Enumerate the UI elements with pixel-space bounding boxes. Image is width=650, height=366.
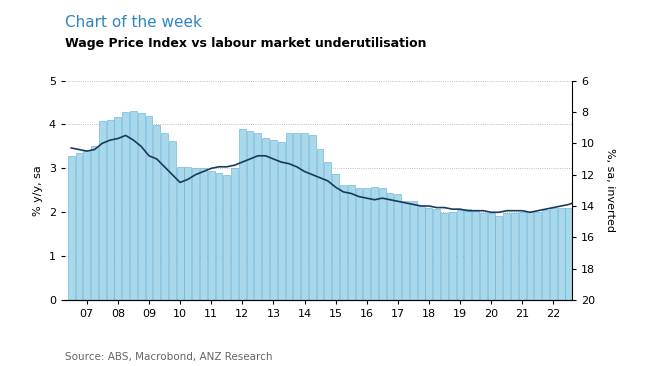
Bar [107,120,114,300]
Bar [636,195,642,300]
Bar [254,133,261,300]
Bar [301,133,308,300]
Bar [495,216,502,300]
Bar [511,213,518,300]
Bar [138,113,145,300]
Bar [472,212,479,300]
Bar [503,213,510,300]
Y-axis label: % y/y, sa: % y/y, sa [33,165,44,216]
Text: Wage Price Index vs labour market underutilisation: Wage Price Index vs labour market underu… [65,37,426,50]
Bar [426,208,432,300]
Bar [526,212,534,300]
Bar [317,149,324,300]
Text: Chart of the week: Chart of the week [65,15,202,30]
Bar [200,168,207,300]
Bar [589,191,595,300]
Bar [395,194,401,300]
Bar [379,188,385,300]
Bar [224,175,230,300]
Bar [208,171,214,300]
Bar [83,150,90,300]
Bar [581,195,588,300]
Bar [371,187,378,300]
Bar [239,129,246,300]
Bar [402,201,409,300]
Bar [332,173,339,300]
Bar [550,208,557,300]
Bar [278,142,285,300]
Bar [122,112,129,300]
Bar [324,162,332,300]
Bar [270,140,277,300]
Bar [449,212,456,300]
Bar [75,153,83,300]
Bar [566,208,572,300]
Bar [534,212,541,300]
Bar [418,206,424,300]
Bar [293,133,300,300]
Bar [262,138,269,300]
Bar [363,188,370,300]
Bar [348,185,355,300]
Bar [441,213,448,300]
Bar [246,131,254,300]
Bar [130,111,137,300]
Bar [231,168,238,300]
Bar [644,197,650,300]
Bar [542,210,549,300]
Bar [612,188,619,300]
Bar [216,173,222,300]
Bar [146,116,152,300]
Bar [114,116,122,300]
Bar [488,213,495,300]
Bar [99,122,106,300]
Bar [519,212,526,300]
Y-axis label: %, sa, inverted: %, sa, inverted [604,148,615,232]
Bar [169,141,176,300]
Bar [620,190,627,300]
Bar [558,208,565,300]
Bar [597,193,603,300]
Bar [192,168,199,300]
Bar [340,185,347,300]
Bar [456,210,463,300]
Bar [356,188,362,300]
Bar [161,133,168,300]
Bar [177,167,183,300]
Bar [309,135,316,300]
Bar [285,133,293,300]
Bar [628,193,634,300]
Bar [153,125,160,300]
Bar [604,190,611,300]
Bar [480,213,487,300]
Bar [464,209,471,300]
Bar [68,156,75,300]
Bar [573,201,580,300]
Bar [91,146,98,300]
Bar [410,201,417,300]
Text: Source: ABS, Macrobond, ANZ Research: Source: ABS, Macrobond, ANZ Research [65,352,272,362]
Bar [387,193,393,300]
Bar [434,209,440,300]
Bar [185,168,191,300]
